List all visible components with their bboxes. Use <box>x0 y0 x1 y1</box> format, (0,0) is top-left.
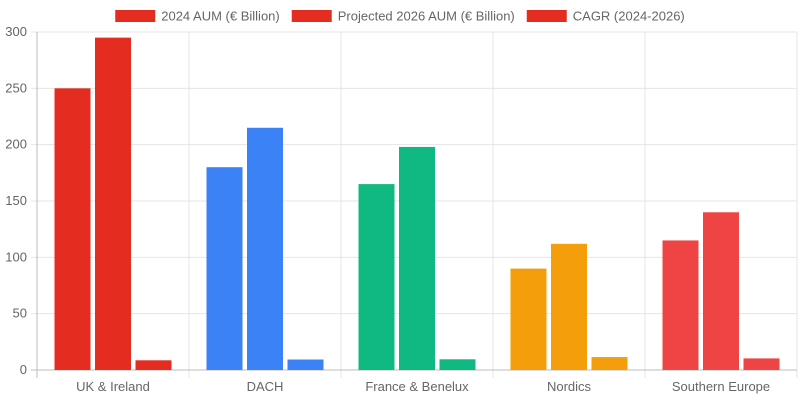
legend-label[interactable]: CAGR (2024-2026) <box>573 9 685 24</box>
bar[interactable] <box>703 212 739 370</box>
legend-label[interactable]: Projected 2026 AUM (€ Billion) <box>338 9 515 24</box>
x-tick-label: Southern Europe <box>672 379 770 394</box>
x-tick-label: UK & Ireland <box>76 379 150 394</box>
bar[interactable] <box>206 167 243 370</box>
bar[interactable] <box>54 88 91 370</box>
bar[interactable] <box>95 37 131 371</box>
bar[interactable] <box>551 243 587 370</box>
bar[interactable] <box>439 359 476 370</box>
legend-swatch[interactable] <box>526 10 567 22</box>
y-tick-label: 100 <box>5 249 27 264</box>
y-tick-label: 150 <box>5 193 27 208</box>
x-tick-label: DACH <box>247 379 284 394</box>
bar[interactable] <box>743 358 780 370</box>
bar[interactable] <box>135 360 172 370</box>
legend-swatch[interactable] <box>115 10 156 22</box>
y-tick-label: 50 <box>13 306 27 321</box>
y-tick-label: 300 <box>5 24 27 39</box>
bar[interactable] <box>287 359 324 370</box>
y-tick-label: 250 <box>5 80 27 95</box>
bar[interactable] <box>662 240 699 370</box>
bar[interactable] <box>358 184 395 370</box>
legend-swatch[interactable] <box>291 10 332 22</box>
y-tick-label: 0 <box>20 362 27 377</box>
x-tick-label: Nordics <box>547 379 592 394</box>
bar[interactable] <box>510 268 547 370</box>
bar[interactable] <box>591 357 628 370</box>
bar[interactable] <box>247 127 283 371</box>
legend-label[interactable]: 2024 AUM (€ Billion) <box>161 9 280 24</box>
bar[interactable] <box>399 146 435 370</box>
y-tick-label: 200 <box>5 137 27 152</box>
x-tick-label: France & Benelux <box>365 379 469 394</box>
